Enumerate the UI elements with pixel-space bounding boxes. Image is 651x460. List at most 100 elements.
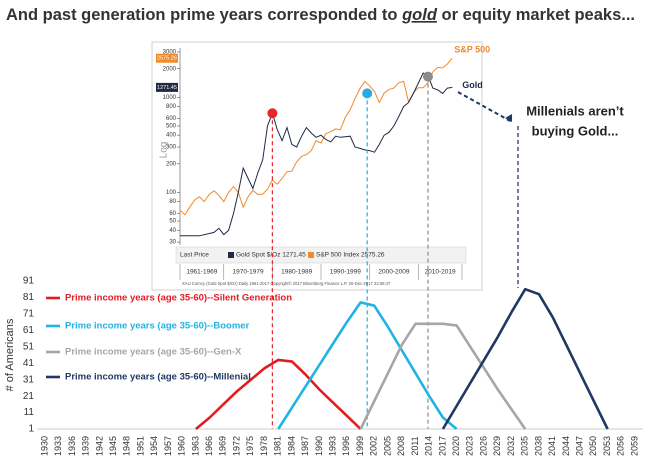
inset-chart: 30 40 50 60 80 100 200 300 400 500 600 800 1000 2000 3… xyxy=(156,45,490,429)
x-tick-label: 2053 xyxy=(602,436,612,456)
annotation: Millenials aren’t xyxy=(526,103,624,118)
y-tick-label: 71 xyxy=(23,309,35,320)
legend-label: Prime income years (age 35-60)--Millenia… xyxy=(65,372,251,383)
legend-label: Gold Spot $/Oz 1271.45 xyxy=(236,252,306,259)
x-tick-label: 2044 xyxy=(561,436,571,456)
x-tick-label: 1951 xyxy=(135,436,145,456)
y-tick-label: 41 xyxy=(23,358,35,369)
x-tick-label: 1993 xyxy=(328,436,338,456)
x-tick-label: 2047 xyxy=(574,436,584,456)
last-price-box xyxy=(156,53,178,63)
x-tick-label: 2041 xyxy=(547,436,557,456)
x-tick-label: 2056 xyxy=(616,436,626,456)
y-tick-label: 300 xyxy=(166,145,177,151)
x-tick-label: 1978 xyxy=(259,436,269,456)
x-tick-label: 2002 xyxy=(369,436,379,456)
title-part: And past generation prime years correspo… xyxy=(6,6,402,24)
peak-marker xyxy=(422,71,433,82)
legend-prefix: Last Price xyxy=(180,252,209,259)
generation-line xyxy=(441,287,609,430)
x-tick-label: 1942 xyxy=(94,436,104,456)
y-tick-label: 21 xyxy=(23,391,35,402)
y-tick-label: 91 xyxy=(23,276,35,287)
y-tick-label: 1000 xyxy=(163,95,177,101)
peak-marker xyxy=(267,108,278,119)
y-tick-label: 50 xyxy=(169,219,176,225)
x-tick-label: 1936 xyxy=(67,436,77,456)
y-tick-label: 400 xyxy=(166,133,177,139)
legend-label: Prime income years (age 35-60)--Boomer xyxy=(65,321,250,332)
price-line xyxy=(180,72,453,237)
last-price-box xyxy=(156,82,178,92)
x-tick-label: 1975 xyxy=(245,436,255,456)
x-tick-label: 2050 xyxy=(588,436,598,456)
x-tick-label: 2032 xyxy=(506,436,516,456)
y-tick-label: 81 xyxy=(23,292,35,303)
title-emphasis: gold xyxy=(401,6,438,24)
series-name: Gold xyxy=(462,80,483,90)
annotation-arrow xyxy=(457,91,513,123)
x-tick-label: 1933 xyxy=(53,436,63,456)
x-tick-label: 1972 xyxy=(231,436,241,456)
y-tick-label: 600 xyxy=(166,116,177,122)
x-tick-label: 1957 xyxy=(163,436,173,456)
legend-swatch xyxy=(228,252,234,258)
price-line xyxy=(179,57,453,216)
x-tick-label: 2011 xyxy=(410,436,420,455)
footnote: XAU Curncy (Gold Spot $/Oz) Daily 1961-2… xyxy=(182,281,391,286)
x-tick-label: 2035 xyxy=(520,436,530,456)
x-tick-label: 1987 xyxy=(300,436,310,456)
arrow-head xyxy=(505,113,513,122)
y-tick-label: 1 xyxy=(28,424,34,435)
x-tick-label: 2038 xyxy=(533,436,543,456)
peak-marker xyxy=(362,88,373,99)
x-tick-label: 1948 xyxy=(122,436,132,456)
x-tick-label: 1939 xyxy=(81,436,91,456)
x-tick-label: 1966 xyxy=(204,436,214,456)
x-tick-label: 1930 xyxy=(39,436,49,456)
y-tick-label: 200 xyxy=(166,161,177,167)
x-tick-label: 2014 xyxy=(424,436,434,456)
x-tick-label: 2008 xyxy=(396,436,406,456)
last-price-label: 2575.26 xyxy=(157,56,177,62)
x-tick-label: 2026 xyxy=(478,436,488,456)
x-tick-label: 2029 xyxy=(492,436,502,456)
x-tick-label: 2020 xyxy=(451,436,461,456)
decade-label: 1980-1989 xyxy=(281,269,312,276)
decade-label: 2010-2019 xyxy=(425,269,456,276)
y-tick-label: 40 xyxy=(169,228,176,234)
y-tick-label: 61 xyxy=(23,325,35,336)
inset-legend-strip xyxy=(175,246,467,264)
annotation: buying Gold... xyxy=(532,123,619,138)
x-tick-label: 1954 xyxy=(149,436,159,456)
title-part: or equity market peaks... xyxy=(437,6,635,24)
x-tick-label: 1996 xyxy=(341,436,351,456)
legend-label: Prime income years (age 35-60)--Silent G… xyxy=(65,293,292,304)
y-tick-label: 3000 xyxy=(163,50,177,56)
y-tick-label: 11 xyxy=(24,407,35,418)
decade-label: 1970-1979 xyxy=(233,269,264,276)
x-tick-label: 1990 xyxy=(314,436,324,456)
generation-line xyxy=(359,322,527,430)
y-tick-label: 80 xyxy=(169,199,176,205)
x-tick-label: 1969 xyxy=(218,436,228,456)
decade-label: 1990-1999 xyxy=(330,269,361,276)
y-tick-label: 60 xyxy=(169,211,176,217)
y-tick-label: 800 xyxy=(166,104,177,110)
x-tick-label: 1999 xyxy=(355,436,365,456)
generation-line xyxy=(277,301,458,430)
x-tick-label: 2059 xyxy=(629,436,639,456)
legend-label: Prime income years (age 35-60)--Gen-X xyxy=(65,347,242,358)
series-name: S&P 500 xyxy=(454,45,490,55)
y-tick-label: 500 xyxy=(166,124,177,130)
decade-label: 1961-1969 xyxy=(186,269,217,276)
x-tick-label: 1963 xyxy=(190,436,200,456)
legend-label: S&P 500 Index 2575.26 xyxy=(316,252,385,259)
x-tick-label: 1945 xyxy=(108,436,118,456)
x-tick-label: 1960 xyxy=(177,436,187,456)
x-tick-label: 2023 xyxy=(465,436,475,456)
y-tick-label: 2000 xyxy=(163,66,177,72)
legend-swatch xyxy=(308,252,314,258)
last-price-label: 1271.45 xyxy=(157,85,177,91)
